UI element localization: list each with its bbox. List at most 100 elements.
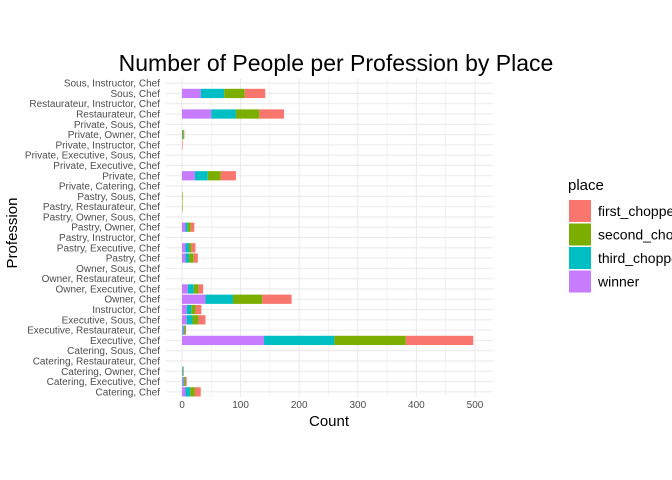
y-tick-label: Owner, Sous, Chef (76, 264, 160, 275)
bar-segment-third_chopped (185, 387, 191, 397)
bar-segment-winner (182, 366, 183, 376)
bar-segment-third_chopped (183, 376, 185, 387)
bar-segment-winner (182, 109, 212, 119)
y-tick-label: Instructor, Chef (92, 305, 160, 316)
x-tick-label: 400 (408, 400, 425, 411)
x-axis-title: Count (309, 413, 350, 430)
bar-segment-third_chopped (264, 335, 335, 346)
y-tick-label: Pastry, Restaurateur, Chef (43, 202, 160, 213)
legend-label-first_chopped: first_chopped (598, 203, 672, 219)
bar-segment-third_chopped (185, 243, 190, 253)
bar-segment-second_chopped (207, 171, 221, 181)
bar-segment-winner (182, 376, 184, 387)
y-tick-label: Catering, Executive, Chef (47, 377, 161, 388)
legend-label-third_chopped: third_chopped (598, 250, 672, 266)
y-tick-label: Pastry, Owner, Sous, Chef (43, 212, 160, 223)
y-tick-label: Owner, Chef (104, 295, 160, 306)
bar-segment-second_chopped (184, 376, 186, 387)
bar-segment-winner (182, 387, 186, 397)
legend: place first_chopped second_chopped third_c… (568, 177, 672, 293)
y-tick-label: Pastry, Chef (106, 254, 160, 265)
bar-segment-winner (182, 335, 265, 346)
bar-segment-second_chopped (235, 109, 260, 119)
y-tick-label: Pastry, Executive, Chef (57, 243, 160, 254)
legend-swatch-winner (569, 270, 591, 293)
chart-title: Number of People per Profession by Place (119, 50, 554, 76)
y-tick-label: Executive, Restaurateur, Chef (27, 326, 160, 337)
bar-segment-first_chopped (193, 253, 198, 263)
legend-swatch-first_chopped (569, 200, 591, 222)
bar-segment-third_chopped (182, 129, 183, 140)
y-tick-label: Private, Owner, Chef (68, 130, 160, 141)
y-tick-label: Pastry, Sous, Chef (77, 192, 160, 203)
y-tick-label: Catering, Sous, Chef (67, 346, 160, 357)
bar-segment-first_chopped (185, 376, 187, 387)
legend-swatch-second_chopped (569, 223, 591, 246)
y-axis-title: Profession (4, 198, 21, 269)
x-tick-label: 500 (467, 400, 484, 411)
bar-segment-first_chopped (405, 335, 474, 346)
bar-segment-second_chopped (192, 315, 199, 325)
bar-segment-first_chopped (244, 88, 266, 99)
y-tick-label: Executive, Chef (90, 336, 160, 347)
bar-segment-second_chopped (232, 294, 263, 304)
legend-label-winner: winner (597, 274, 640, 290)
y-tick-label: Private, Executive, Chef (53, 161, 160, 172)
bar-segment-third_chopped (211, 109, 236, 119)
y-tick-label: Private, Instructor, Chef (56, 140, 161, 151)
bar-segment-second_chopped (182, 129, 184, 140)
bar-segment-second_chopped (193, 284, 199, 294)
bar-segment-second_chopped (189, 253, 194, 263)
bar-segment-winner (182, 315, 187, 325)
bar-segment-first_chopped (190, 222, 195, 232)
x-tick-label: 0 (179, 400, 185, 411)
bar-segment-second_chopped (189, 243, 192, 253)
bar-segment-second_chopped (191, 304, 196, 315)
bar-segment-first_chopped (262, 294, 292, 304)
bar-segment-first_chopped (259, 109, 284, 119)
bar-segment-winner (182, 243, 186, 253)
y-tick-label: Owner, Restaurateur, Chef (42, 274, 161, 285)
y-tick-label: Restaurateur, Instructor, Chef (29, 99, 160, 110)
bar-segment-second_chopped (190, 387, 195, 397)
y-tick-label: Private, Sous, Chef (74, 120, 160, 131)
bar-segment-winner (182, 325, 184, 335)
legend-title: place (568, 177, 604, 194)
bar-segment-second_chopped (183, 366, 184, 376)
bar-segment-third_chopped (200, 88, 225, 99)
y-tick-label: Private, Executive, Sous, Chef (25, 151, 160, 162)
x-tick-labels: 0 100 200 300 400 500 (179, 400, 484, 411)
bar-segment-third_chopped (194, 171, 208, 181)
bar-segment-first_chopped (191, 243, 196, 253)
y-tick-label: Catering, Owner, Chef (61, 367, 160, 378)
bar-segment-second_chopped (187, 222, 191, 232)
bar-segment-first_chopped (198, 284, 204, 294)
bar-segment-third_chopped (205, 294, 233, 304)
bar-segment-winner (182, 171, 195, 181)
bar-segment-third_chopped (182, 366, 184, 376)
bar-segment-third_chopped (183, 325, 185, 335)
bar-segment-third_chopped (186, 304, 192, 315)
y-tick-label: Owner, Executive, Chef (56, 284, 161, 295)
bar-segment-first_chopped (220, 171, 236, 181)
bars (182, 88, 474, 397)
bar-segment-first_chopped (198, 315, 206, 325)
y-tick-label: Pastry, Owner, Chef (71, 223, 160, 234)
bar-segment-third_chopped (185, 253, 190, 263)
y-tick-label: Private, Catering, Chef (59, 182, 160, 193)
bar-segment-second_chopped (334, 335, 406, 346)
y-tick-label: Restaurateur, Chef (76, 110, 160, 121)
bar-segment-winner (182, 304, 187, 315)
grid (166, 78, 493, 397)
x-tick-label: 100 (232, 400, 249, 411)
x-tick-label: 300 (349, 400, 366, 411)
legend-label-second_chopped: second_chopped (598, 227, 672, 243)
bar-segment-winner (182, 253, 186, 263)
bar-segment-winner (182, 294, 206, 304)
y-tick-label: Sous, Instructor, Chef (64, 79, 160, 90)
bar-segment-winner (182, 88, 201, 99)
bar-segment-second_chopped (224, 88, 245, 99)
